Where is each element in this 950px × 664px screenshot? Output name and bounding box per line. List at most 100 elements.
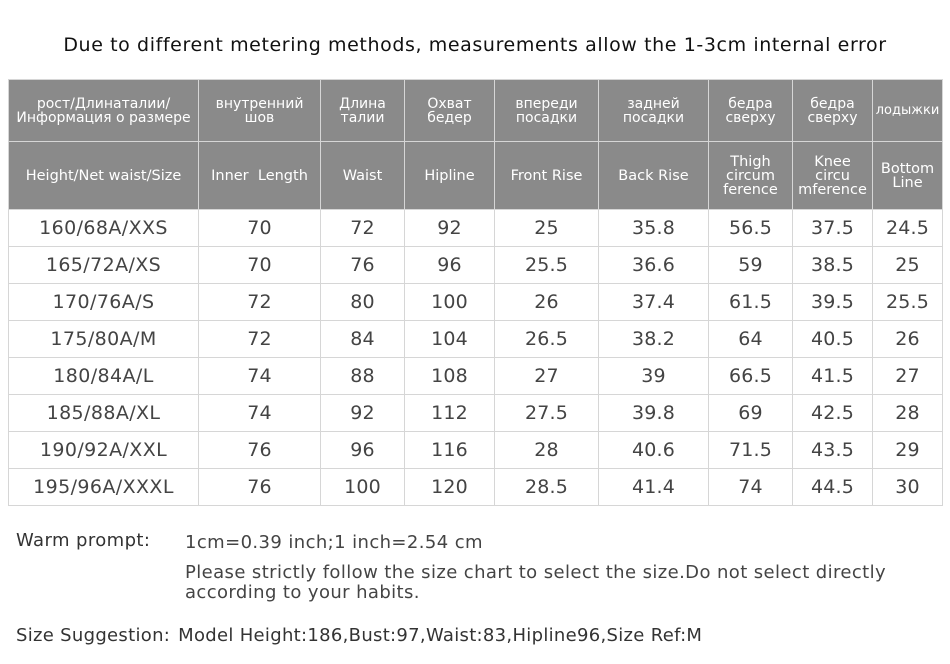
table-cell: 61.5 xyxy=(708,283,793,321)
table-cell: 96 xyxy=(404,246,495,284)
table-cell: 39 xyxy=(598,357,709,395)
size-cell: 185/88A/XL xyxy=(8,394,199,432)
table-cell: 29 xyxy=(872,431,943,469)
table-cell: 38.5 xyxy=(792,246,873,284)
header-en-thigh: Thigh circum ference xyxy=(708,141,793,210)
table-cell: 38.2 xyxy=(598,320,709,358)
table-cell: 41.4 xyxy=(598,468,709,506)
table-cell: 72 xyxy=(320,209,405,247)
header-ru-size: рост/Длинаталии/ Информация о размере xyxy=(8,79,199,142)
size-cell: 170/76A/S xyxy=(8,283,199,321)
table-cell: 108 xyxy=(404,357,495,395)
table-cell: 37.4 xyxy=(598,283,709,321)
table-cell: 25.5 xyxy=(872,283,943,321)
table-cell: 116 xyxy=(404,431,495,469)
size-cell: 180/84A/L xyxy=(8,357,199,395)
table-cell: 41.5 xyxy=(792,357,873,395)
header-ru-thigh: бедра сверху xyxy=(708,79,793,142)
header-en-bottom-line: Bottom Line xyxy=(872,141,943,210)
header-ru-back-rise: задней посадки xyxy=(598,79,709,142)
header-en-knee: Knee circu mference xyxy=(792,141,873,210)
table-cell: 40.5 xyxy=(792,320,873,358)
header-ru-front-rise: впереди посадки xyxy=(494,79,599,142)
unit-conversion-text: 1cm=0.39 inch;1 inch=2.54 cm xyxy=(185,532,483,553)
size-cell: 160/68A/XXS xyxy=(8,209,199,247)
table-cell: 39.8 xyxy=(598,394,709,432)
table-cell: 39.5 xyxy=(792,283,873,321)
table-cell: 96 xyxy=(320,431,405,469)
header-ru-bottom-line: лодыжки xyxy=(872,79,943,142)
header-en-front-rise: Front Rise xyxy=(494,141,599,210)
table-cell: 100 xyxy=(404,283,495,321)
table-cell: 44.5 xyxy=(792,468,873,506)
table-row: 190/92A/XXL 76 96 116 28 40.6 71.5 43.5 … xyxy=(8,431,943,469)
table-cell: 30 xyxy=(872,468,943,506)
table-cell: 28 xyxy=(494,431,599,469)
table-cell: 74 xyxy=(198,357,321,395)
table-cell: 40.6 xyxy=(598,431,709,469)
size-cell: 165/72A/XS xyxy=(8,246,199,284)
header-en-back-rise: Back Rise xyxy=(598,141,709,210)
table-cell: 80 xyxy=(320,283,405,321)
table-cell: 76 xyxy=(320,246,405,284)
table-cell: 104 xyxy=(404,320,495,358)
table-cell: 70 xyxy=(198,246,321,284)
size-suggestion-text: Model Height:186,Bust:97,Waist:83,Hiplin… xyxy=(178,625,703,646)
header-row-english: Height/Net waist/Size Inner Length Waist… xyxy=(8,141,943,210)
size-suggestion-label: Size Suggestion: xyxy=(16,625,171,646)
size-advice-text: Please strictly follow the size chart to… xyxy=(185,562,887,603)
table-cell: 64 xyxy=(708,320,793,358)
table-cell: 27 xyxy=(494,357,599,395)
header-ru-waist: Длина талии xyxy=(320,79,405,142)
table-cell: 70 xyxy=(198,209,321,247)
table-cell: 25.5 xyxy=(494,246,599,284)
table-cell: 92 xyxy=(404,209,495,247)
header-ru-hipline: Охват бедер xyxy=(404,79,495,142)
table-row: 195/96A/XXXL 76 100 120 28.5 41.4 74 44.… xyxy=(8,468,943,506)
table-cell: 26.5 xyxy=(494,320,599,358)
table-cell: 92 xyxy=(320,394,405,432)
table-cell: 56.5 xyxy=(708,209,793,247)
table-row: 170/76A/S 72 80 100 26 37.4 61.5 39.5 25… xyxy=(8,283,943,321)
table-cell: 74 xyxy=(198,394,321,432)
table-cell: 66.5 xyxy=(708,357,793,395)
header-en-inner-length: Inner Length xyxy=(198,141,321,210)
table-cell: 120 xyxy=(404,468,495,506)
table-cell: 112 xyxy=(404,394,495,432)
table-cell: 88 xyxy=(320,357,405,395)
table-cell: 72 xyxy=(198,283,321,321)
header-en-size: Height/Net waist/Size xyxy=(8,141,199,210)
table-cell: 35.8 xyxy=(598,209,709,247)
table-cell: 71.5 xyxy=(708,431,793,469)
header-en-waist: Waist xyxy=(320,141,405,210)
table-cell: 28.5 xyxy=(494,468,599,506)
size-cell: 190/92A/XXL xyxy=(8,431,199,469)
table-cell: 84 xyxy=(320,320,405,358)
table-cell: 25 xyxy=(494,209,599,247)
table-row: 185/88A/XL 74 92 112 27.5 39.8 69 42.5 2… xyxy=(8,394,943,432)
table-row: 180/84A/L 74 88 108 27 39 66.5 41.5 27 xyxy=(8,357,943,395)
table-row: 175/80A/M 72 84 104 26.5 38.2 64 40.5 26 xyxy=(8,320,943,358)
table-cell: 100 xyxy=(320,468,405,506)
size-cell: 175/80A/M xyxy=(8,320,199,358)
table-row: 160/68A/XXS 70 72 92 25 35.8 56.5 37.5 2… xyxy=(8,209,943,247)
table-cell: 76 xyxy=(198,431,321,469)
size-chart-table: рост/Длинаталии/ Информация о размере вн… xyxy=(8,79,943,506)
table-cell: 26 xyxy=(494,283,599,321)
measurement-error-note: Due to different metering methods, measu… xyxy=(63,34,887,56)
warm-prompt-label: Warm prompt: xyxy=(16,530,151,551)
table-cell: 43.5 xyxy=(792,431,873,469)
table-cell: 59 xyxy=(708,246,793,284)
table-cell: 27 xyxy=(872,357,943,395)
table-cell: 26 xyxy=(872,320,943,358)
table-cell: 25 xyxy=(872,246,943,284)
header-ru-knee: бедра сверху xyxy=(792,79,873,142)
table-cell: 42.5 xyxy=(792,394,873,432)
table-cell: 28 xyxy=(872,394,943,432)
table-cell: 69 xyxy=(708,394,793,432)
table-cell: 76 xyxy=(198,468,321,506)
table-cell: 36.6 xyxy=(598,246,709,284)
table-row: 165/72A/XS 70 76 96 25.5 36.6 59 38.5 25 xyxy=(8,246,943,284)
size-suggestion: Size Suggestion: Model Height:186,Bust:97… xyxy=(16,625,702,646)
table-cell: 27.5 xyxy=(494,394,599,432)
